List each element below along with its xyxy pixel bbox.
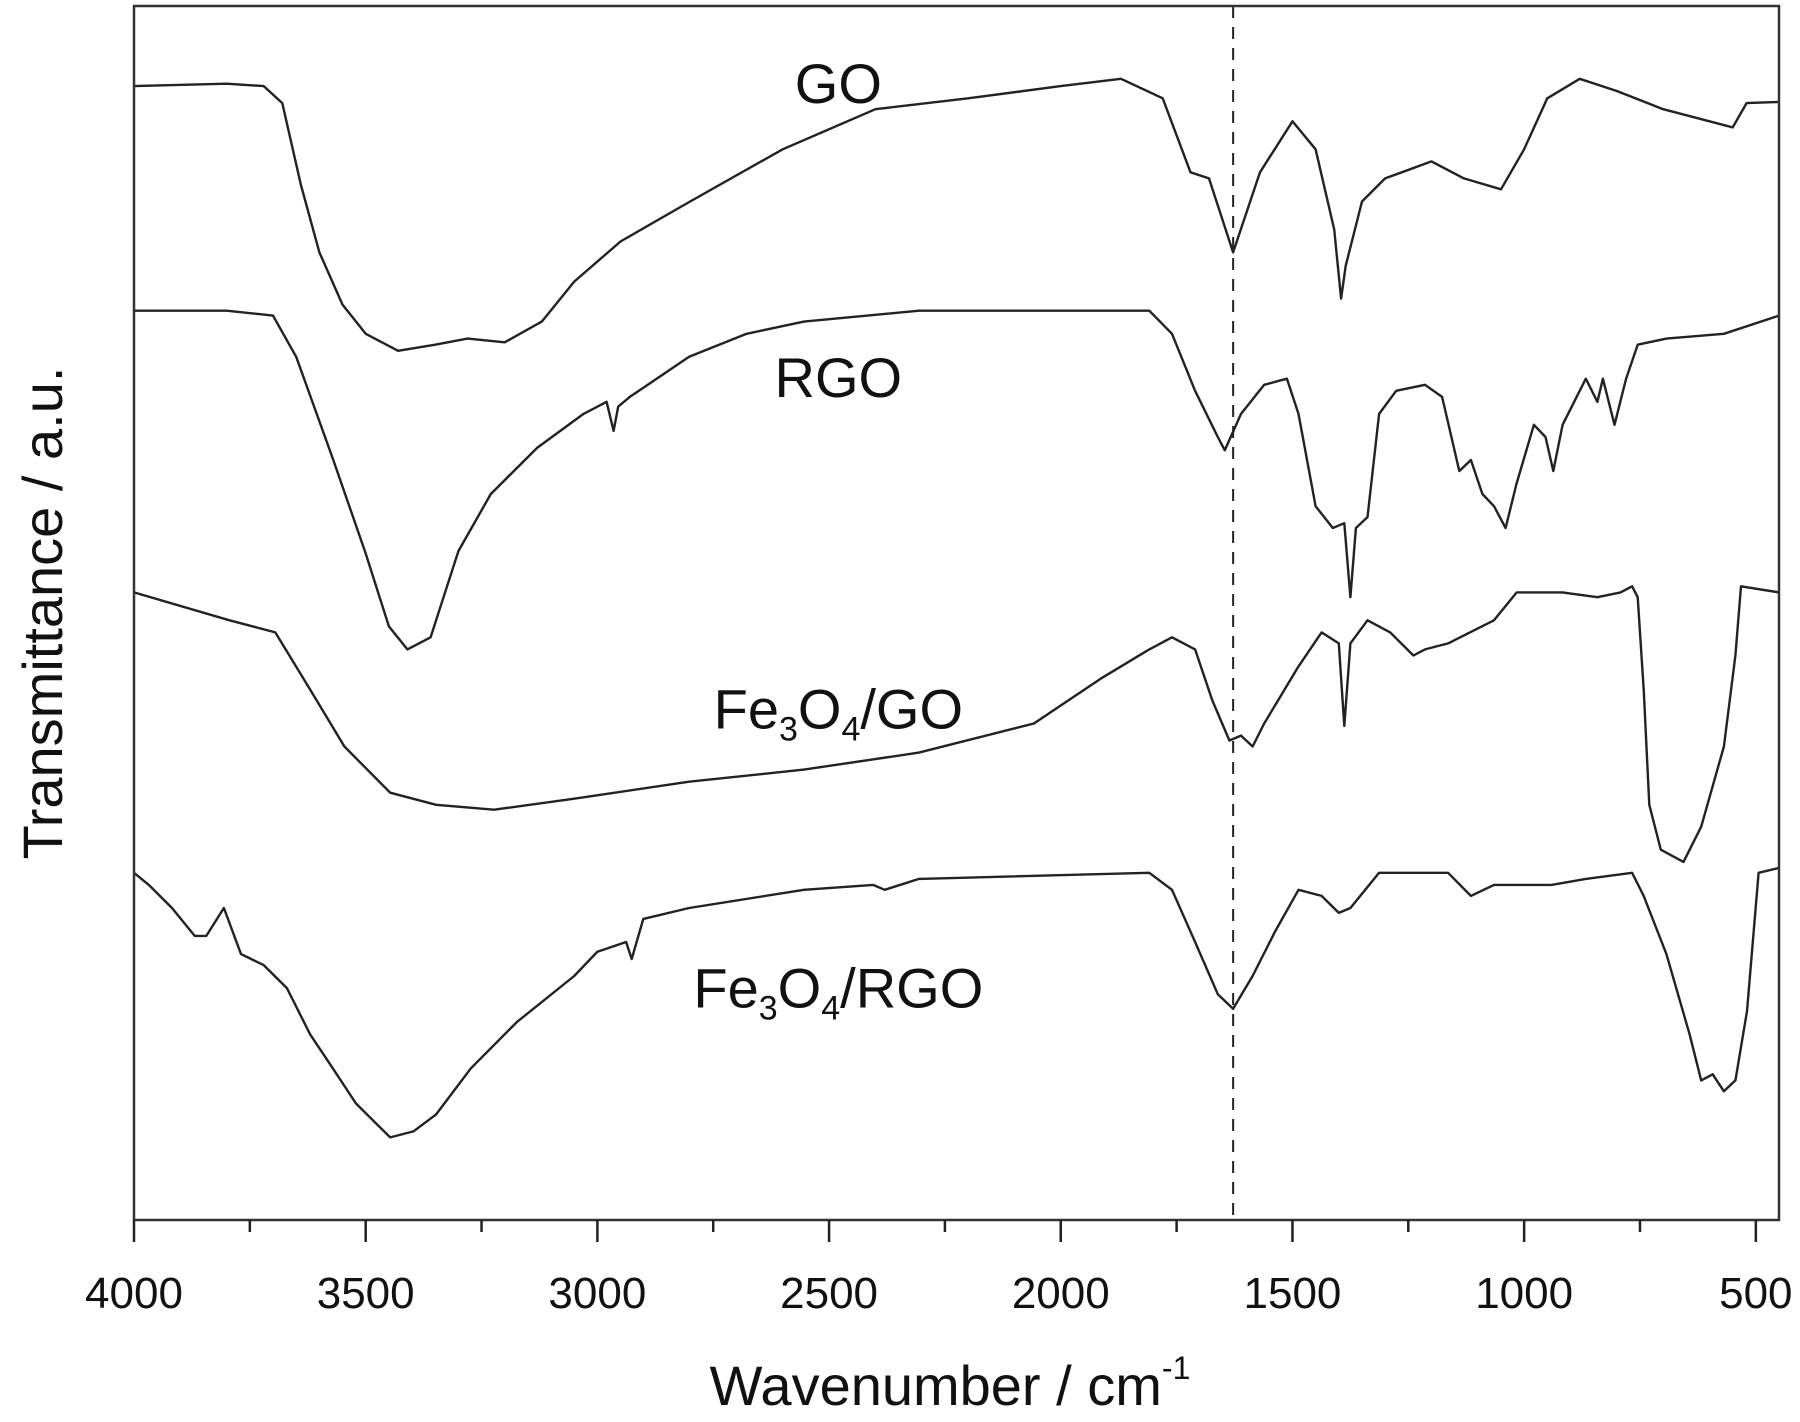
series-label-part: O	[798, 677, 842, 740]
series-line-fe3o4-go	[133, 585, 1780, 864]
series-label-part: /GO	[860, 677, 963, 740]
series-label-part: RGO	[775, 346, 903, 409]
x-tick-label: 2000	[1012, 1269, 1110, 1318]
series-label-part: O	[778, 957, 822, 1020]
x-tick-label: 3000	[548, 1269, 646, 1318]
series-label-part: Fe	[693, 957, 758, 1020]
series-label-part: 4	[821, 990, 840, 1028]
x-tick-label: 3500	[317, 1269, 415, 1318]
x-axis-ticks: 4000 3500 3000 2500 2000 1500 1000 500	[85, 1220, 1793, 1318]
x-tick-label: 4000	[85, 1269, 183, 1318]
series-label-fe3o4-rgo: Fe3O4/RGO	[693, 957, 983, 1028]
series-label-part: /RGO	[840, 957, 983, 1020]
series-label-part: 3	[759, 990, 778, 1028]
series-line-rgo	[134, 309, 1780, 651]
series-label-part: 3	[779, 710, 798, 748]
series-label-part: Fe	[714, 677, 779, 740]
x-axis-label-text: Wavenumber / cm	[710, 1354, 1162, 1417]
x-tick-label: 2500	[780, 1269, 878, 1318]
x-tick-label: 500	[1719, 1269, 1792, 1318]
series-label-go: GO	[795, 52, 882, 115]
plot-frame	[132, 4, 1781, 1222]
y-axis-label: Transmittance / a.u.	[11, 367, 74, 860]
series-label-rgo: RGO	[775, 346, 903, 409]
series-line-fe3o4-rgo	[133, 866, 1780, 1139]
x-axis-label-superscript: -1	[1162, 1350, 1190, 1386]
x-tick-label: 1500	[1244, 1269, 1342, 1318]
x-axis-label: Wavenumber / cm-1	[710, 1350, 1191, 1417]
x-tick-label: 1000	[1475, 1269, 1573, 1318]
series-label-part: GO	[795, 52, 882, 115]
series-line-go	[133, 77, 1780, 352]
series-layer	[133, 77, 1780, 1139]
series-label-fe3o4-go: Fe3O4/GO	[714, 677, 963, 748]
series-label-part: 4	[841, 710, 860, 748]
